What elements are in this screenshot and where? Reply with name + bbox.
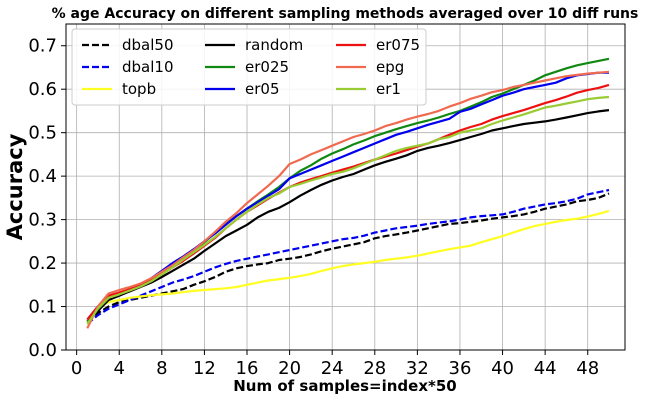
y-tick-label: 0.5	[28, 123, 57, 144]
legend-label-random: random	[245, 36, 303, 54]
y-tick-label: 0.1	[28, 297, 57, 318]
legend-label-er05: er05	[245, 80, 279, 98]
series-line-er1	[86, 95, 610, 325]
legend-label-epg: epg	[376, 58, 404, 76]
x-tick-label: 48	[576, 358, 599, 379]
legend-label-dbal50: dbal50	[122, 36, 174, 54]
y-tick-label: 0.7	[28, 36, 57, 57]
y-tick-label: 0.4	[28, 166, 57, 187]
series-lines	[86, 57, 610, 329]
series-line-random	[86, 109, 610, 323]
x-tick-label: 44	[534, 358, 557, 379]
x-tick-label: 4	[114, 358, 125, 379]
chart-title: % age Accuracy on different sampling met…	[52, 6, 639, 22]
series-line-er05	[86, 71, 609, 321]
y-axis-label: Accuracy	[3, 133, 27, 240]
plot-frame	[65, 23, 626, 351]
legend: dbal50 dbal10 topb random er025 er05 er075 epg e…	[71, 28, 427, 106]
series-line-dbal50	[86, 192, 610, 323]
legend-label-er1: er1	[376, 80, 401, 98]
legend-label-er075: er075	[376, 36, 420, 54]
x-tick-label: 28	[363, 358, 386, 379]
series-line-epg	[86, 70, 610, 329]
y-tick-label: 0.6	[28, 79, 57, 100]
x-tick-label: 16	[236, 358, 259, 379]
legend-box	[71, 28, 427, 106]
x-tick-label: 20	[278, 358, 301, 379]
y-tick-label: 0.2	[28, 253, 57, 274]
series-line-dbal10	[86, 188, 610, 325]
x-tick-label: 24	[321, 358, 344, 379]
legend-label-dbal10: dbal10	[122, 58, 174, 76]
x-tick-label: 0	[71, 358, 82, 379]
legend-label-topb: topb	[122, 80, 156, 98]
x-tick-label: 12	[193, 358, 216, 379]
legend-label-er025: er025	[245, 58, 289, 76]
y-tick-label: 0.0	[28, 340, 57, 361]
x-tick-label: 36	[449, 358, 472, 379]
series-line-topb	[86, 209, 610, 325]
y-tick-label: 0.3	[28, 210, 57, 231]
axis-ticks: 0 4 8 12 16 20 24 28 32 36 40 44 480.00.10.20.30.40.…	[28, 36, 599, 379]
x-axis-label: Num of samples=index*50	[233, 377, 457, 395]
x-tick-label: 40	[491, 358, 514, 379]
x-tick-label: 32	[406, 358, 429, 379]
x-tick-label: 8	[156, 358, 167, 379]
